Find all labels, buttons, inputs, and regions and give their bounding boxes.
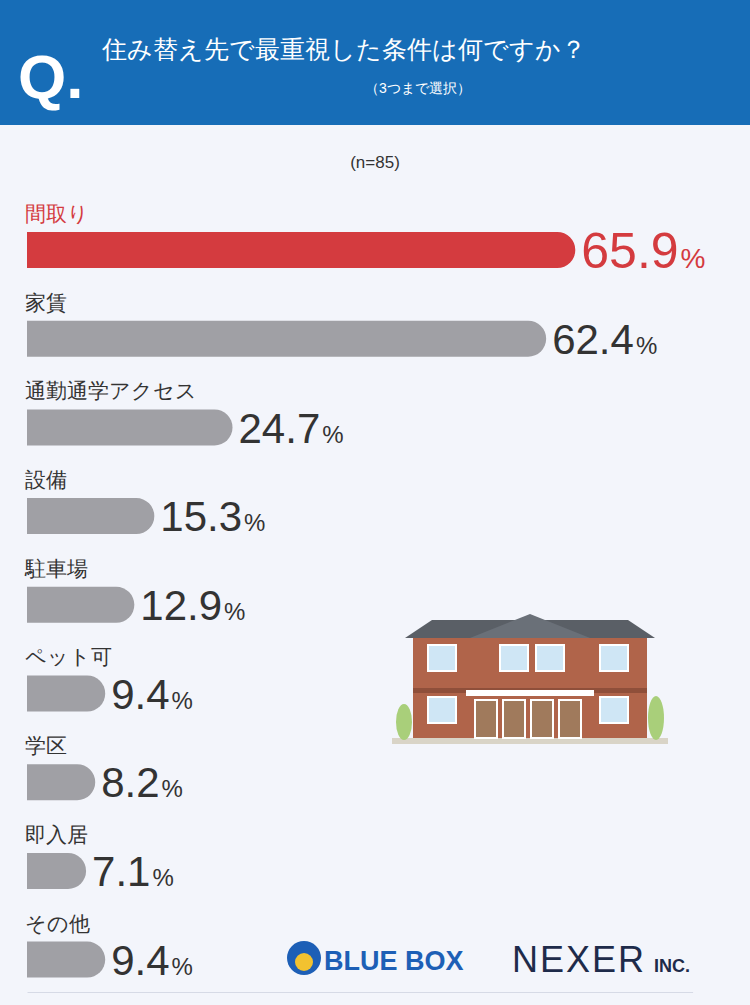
subtitle: （3つまで選択） <box>365 80 471 96</box>
data-label: 8.2% <box>101 759 183 806</box>
category-label: 間取り <box>25 202 89 225</box>
sample-size: (n=85) <box>350 153 400 172</box>
bars <box>27 232 575 978</box>
bar <box>27 321 546 357</box>
bar <box>27 675 105 711</box>
chart: Q. 住み替え先で最重視した条件は何ですか？ （3つまで選択） (n=85) 間取り家賃… <box>0 0 750 1005</box>
data-label: 12.9% <box>140 582 245 629</box>
canopy <box>466 690 594 696</box>
logo-text: BLUE BOX <box>324 946 464 976</box>
bar <box>27 942 105 978</box>
shrub <box>396 704 412 740</box>
data-label: 65.9% <box>581 223 705 279</box>
data-label: 7.1% <box>92 848 174 895</box>
wall <box>413 638 647 738</box>
header-band <box>0 0 750 125</box>
window <box>428 645 456 671</box>
window <box>600 697 628 723</box>
building-illustration <box>392 614 668 744</box>
category-label: 家賃 <box>25 291 67 314</box>
door <box>559 700 581 738</box>
bar <box>27 232 575 268</box>
data-label: 9.4% <box>111 671 193 718</box>
axis-line <box>28 992 694 993</box>
bar <box>27 587 134 623</box>
title: 住み替え先で最重視した条件は何ですか？ <box>101 35 586 63</box>
q-mark: Q. <box>18 42 83 111</box>
window <box>500 645 528 671</box>
logo-text: NEXERINC. <box>512 939 690 980</box>
door <box>503 700 525 738</box>
category-label: その他 <box>25 912 90 935</box>
shrub <box>648 696 664 740</box>
category-label: 設備 <box>25 468 67 491</box>
category-label: ペット可 <box>25 645 112 668</box>
bar <box>27 498 154 534</box>
gable <box>470 614 590 638</box>
door <box>475 700 497 738</box>
logos: BLUE BOX NEXERINC. <box>287 939 690 980</box>
logo-icon <box>295 953 313 971</box>
window <box>428 697 456 723</box>
bar <box>27 764 95 800</box>
category-label: 駐車場 <box>24 557 88 580</box>
door <box>531 700 553 738</box>
category-label: 通勤通学アクセス <box>25 379 197 402</box>
data-label: 62.4% <box>552 316 657 363</box>
data-label: 24.7% <box>239 405 344 452</box>
bar <box>27 409 233 445</box>
x-axis <box>28 992 694 993</box>
logo-icon <box>287 941 321 975</box>
category-label: 学区 <box>25 734 67 757</box>
data-labels: 65.9% 62.4% 24.7% 15.3% 12.9% 9.4% 8.2% 7.1% 9.4… <box>92 223 705 984</box>
data-label: 15.3% <box>160 493 265 540</box>
category-labels: 間取り家賃通勤通学アクセス設備駐車場ペット可学区即入居その他 <box>24 202 197 935</box>
data-label: 9.4% <box>111 937 193 984</box>
bar <box>27 853 86 889</box>
window <box>600 645 628 671</box>
category-label: 即入居 <box>25 823 88 846</box>
background <box>0 0 750 1005</box>
window <box>536 645 564 671</box>
